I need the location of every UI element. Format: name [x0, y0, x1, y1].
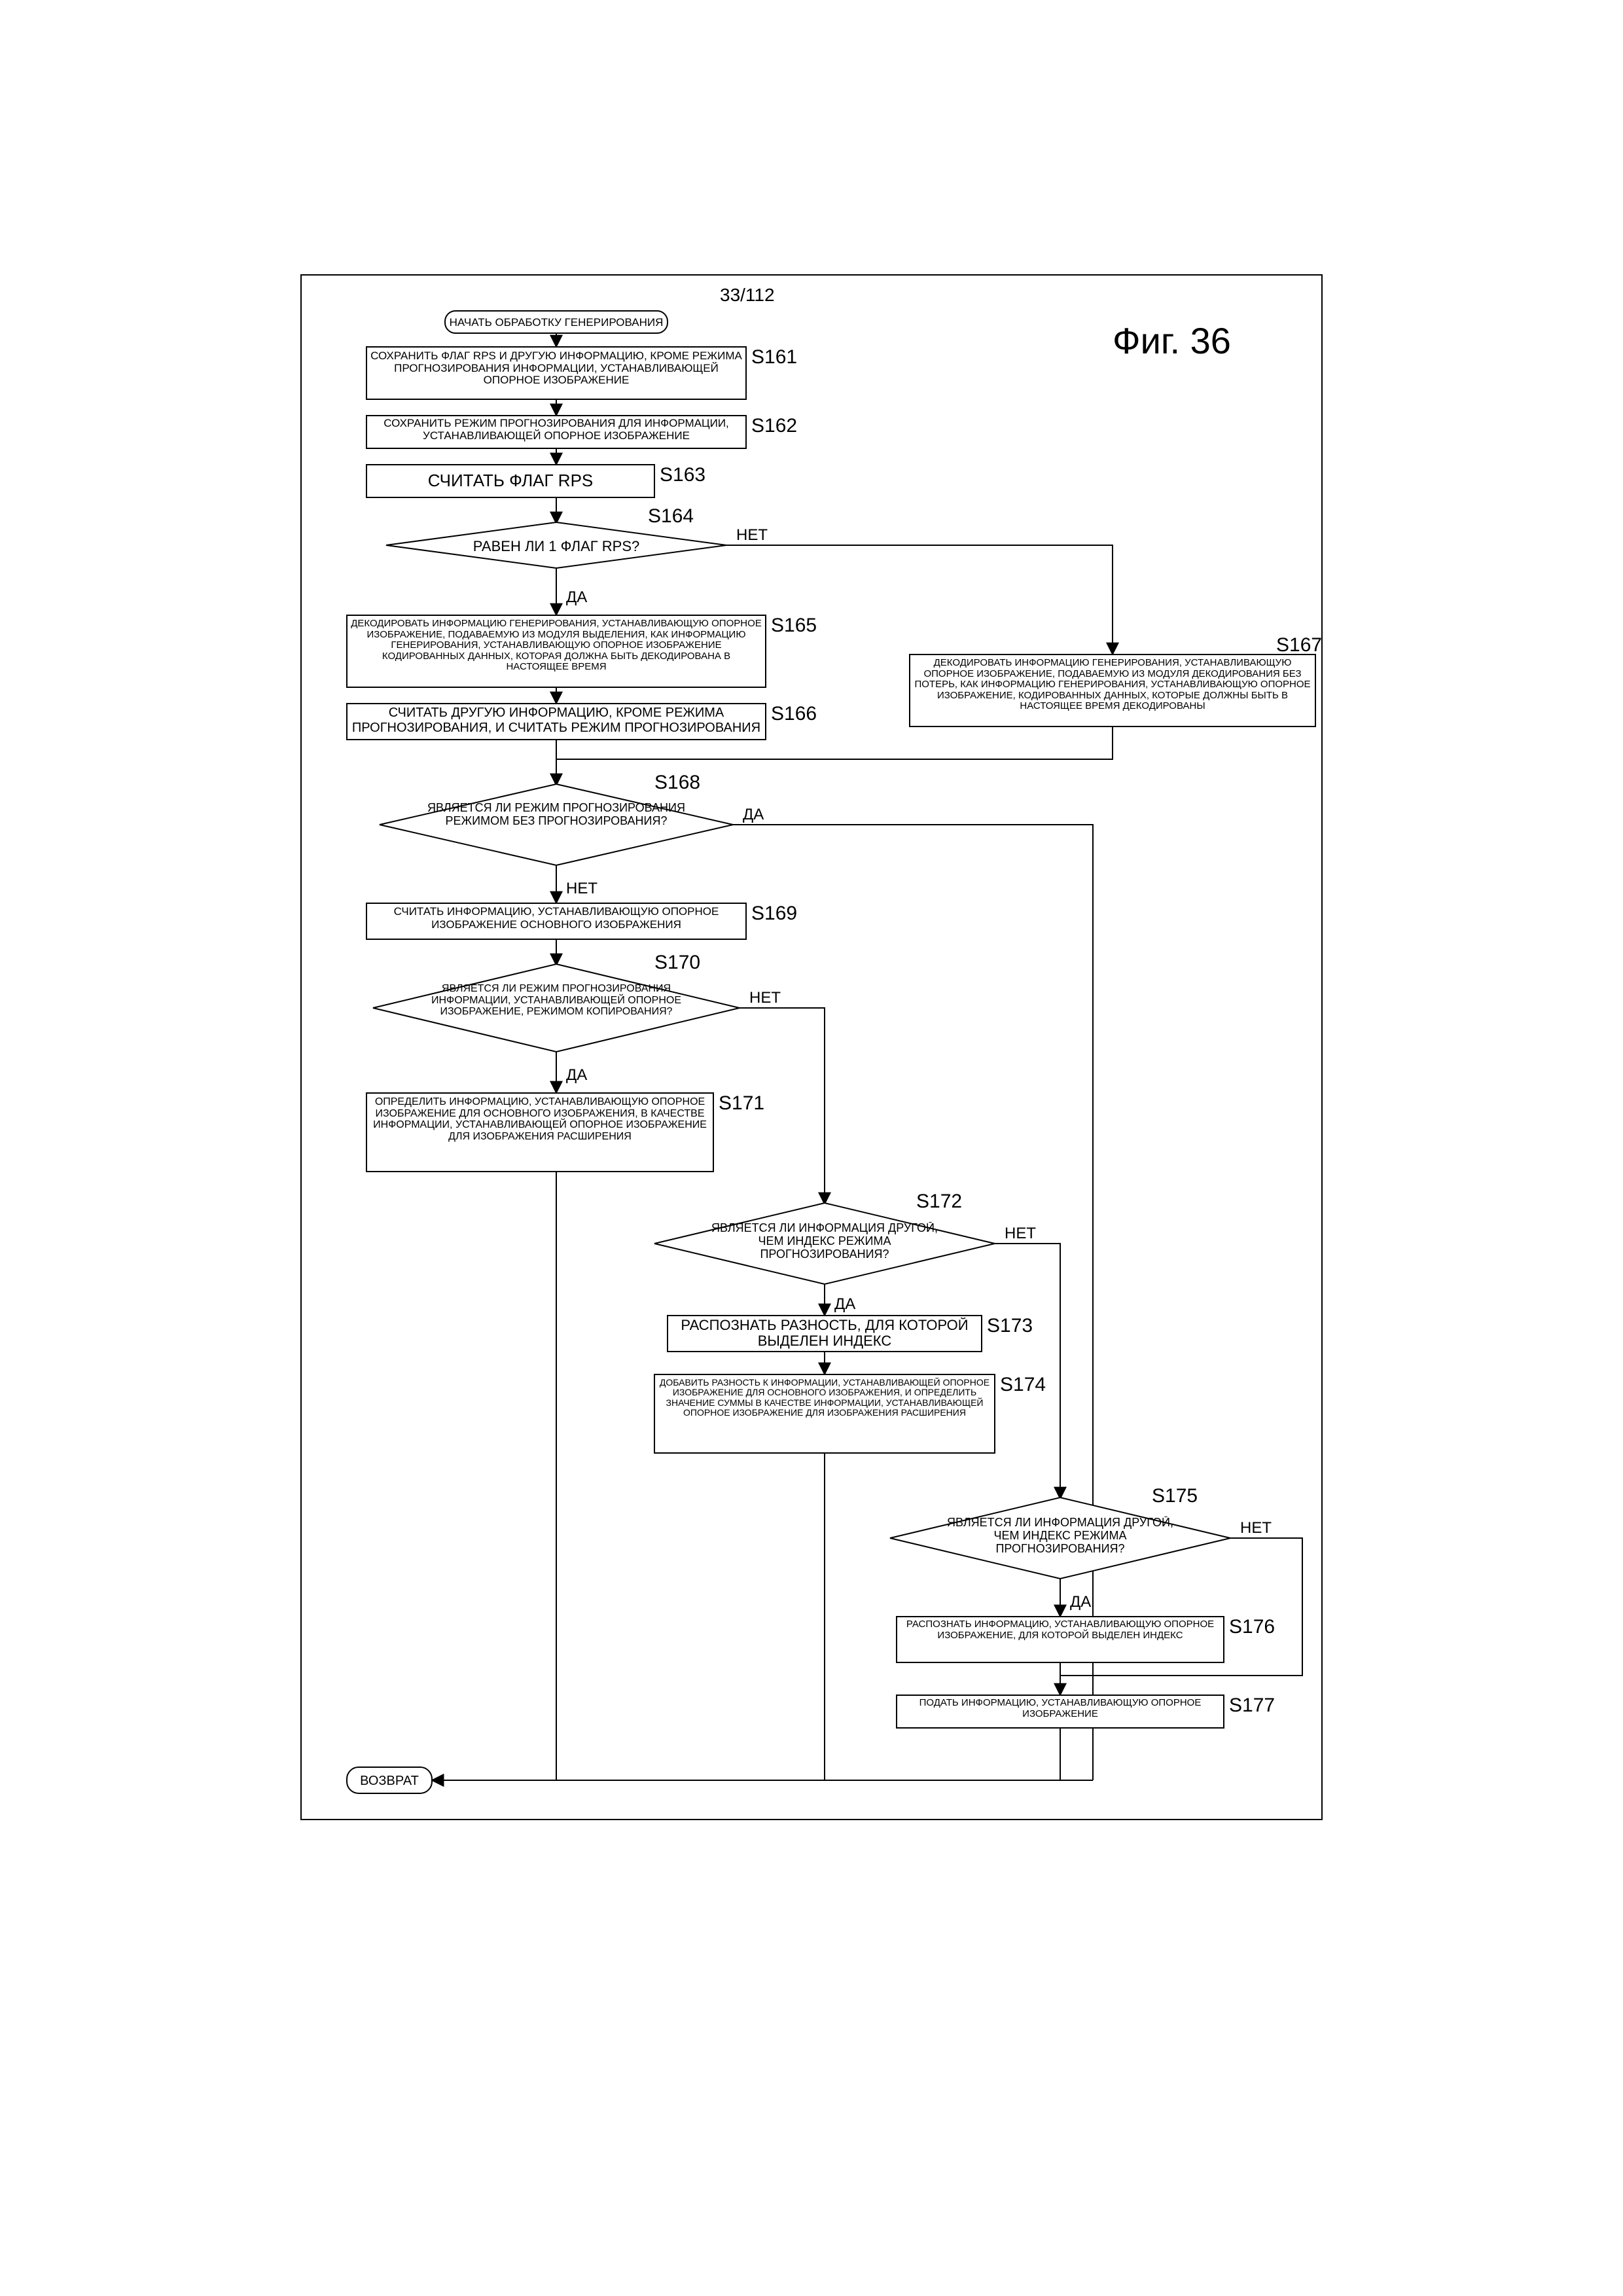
box-s169: СЧИТАТЬ ИНФОРМАЦИЮ, УСТАНАВЛИВАЮЩУЮ ОПОР…	[366, 903, 797, 939]
svg-text:ВОЗВРАТ: ВОЗВРАТ	[360, 1774, 419, 1788]
flowchart-svg: 33/112 Фиг. 36 НАЧАТЬ ОБРАБОТКУ ГЕНЕРИРО…	[0, 0, 1623, 2296]
diamond-s172: ЯВЛЯЕТСЯ ЛИ ИНФОРМАЦИЯ ДРУГОЙ, ЧЕМ ИНДЕК…	[654, 1191, 995, 1284]
page-number: 33/112	[720, 285, 775, 305]
svg-text:РАВЕН ЛИ 1 ФЛАГ RPS?: РАВЕН ЛИ 1 ФЛАГ RPS?	[473, 538, 640, 554]
svg-text:ДА: ДА	[743, 806, 764, 823]
svg-text:НЕТ: НЕТ	[1005, 1225, 1036, 1242]
diamond-s168: ЯВЛЯЕТСЯ ЛИ РЕЖИМ ПРОГНОЗИРОВАНИЯ РЕЖИМО…	[380, 772, 733, 865]
terminator-return: ВОЗВРАТ	[347, 1767, 432, 1793]
box-s171: ОПРЕДЕЛИТЬ ИНФОРМАЦИЮ, УСТАНАВЛИВАЮЩУЮ О…	[366, 1092, 764, 1172]
svg-text:S161: S161	[751, 346, 797, 368]
svg-text:НЕТ: НЕТ	[1240, 1519, 1272, 1537]
svg-text:S176: S176	[1229, 1616, 1275, 1638]
page: 33/112 Фиг. 36 НАЧАТЬ ОБРАБОТКУ ГЕНЕРИРО…	[0, 0, 1623, 2296]
svg-text:S169: S169	[751, 903, 797, 924]
svg-text:S168: S168	[654, 772, 700, 793]
svg-text:НЕТ: НЕТ	[566, 880, 597, 897]
box-s163: СЧИТАТЬ ФЛАГ RPS S163	[366, 464, 705, 497]
svg-text:S163: S163	[660, 464, 705, 486]
label-yes: ДА	[566, 588, 587, 606]
svg-text:S166: S166	[771, 703, 817, 725]
svg-text:S172: S172	[916, 1191, 962, 1212]
svg-text:S174: S174	[1000, 1374, 1046, 1395]
box-s166: СЧИТАТЬ ДРУГУЮ ИНФОРМАЦИЮ, КРОМЕ РЕЖИМА …	[347, 703, 817, 740]
svg-text:S175: S175	[1152, 1485, 1198, 1507]
svg-text:S165: S165	[771, 615, 817, 636]
svg-text:S171: S171	[719, 1092, 764, 1114]
svg-text:ДА: ДА	[834, 1295, 855, 1313]
figure-label: Фиг. 36	[1113, 320, 1231, 361]
box-s176: РАСПОЗНАТЬ ИНФОРМАЦИЮ, УСТАНАВЛИВАЮЩУЮ О…	[897, 1616, 1275, 1662]
box-s174: ДОБАВИТЬ РАЗНОСТЬ К ИНФОРМАЦИИ, УСТАНАВЛ…	[654, 1374, 1046, 1453]
svg-text:S177: S177	[1229, 1695, 1275, 1716]
svg-text:S173: S173	[987, 1315, 1033, 1336]
box-s177: ПОДАТЬ ИНФОРМАЦИЮ, УСТАНАВЛИВАЮЩУЮ ОПОРН…	[897, 1695, 1275, 1728]
box-s161: СОХРАНИТЬ ФЛАГ RPS И ДРУГУЮ ИНФОРМАЦИЮ, …	[366, 346, 797, 399]
label-no: НЕТ	[736, 526, 768, 544]
svg-text:ДА: ДА	[1070, 1593, 1091, 1611]
svg-text:S162: S162	[751, 415, 797, 437]
box-s165: ДЕКОДИРОВАТЬ ИНФОРМАЦИЮ ГЕНЕРИРОВАНИЯ, У…	[347, 615, 817, 687]
svg-text:НЕТ: НЕТ	[749, 989, 781, 1007]
svg-text:НАЧАТЬ ОБРАБОТКУ ГЕНЕРИРОВАНИЯ: НАЧАТЬ ОБРАБОТКУ ГЕНЕРИРОВАНИЯ	[450, 316, 664, 329]
terminator-start: НАЧАТЬ ОБРАБОТКУ ГЕНЕРИРОВАНИЯ	[445, 311, 668, 333]
svg-text:ДА: ДА	[566, 1066, 587, 1084]
inner-frame	[301, 275, 1322, 1820]
box-s162: СОХРАНИТЬ РЕЖИМ ПРОГНОЗИРОВАНИЯ ДЛЯ ИНФО…	[366, 415, 797, 448]
diamond-s175: ЯВЛЯЕТСЯ ЛИ ИНФОРМАЦИЯ ДРУГОЙ, ЧЕМ ИНДЕК…	[890, 1485, 1230, 1579]
diamond-s170: ЯВЛЯЕТСЯ ЛИ РЕЖИМ ПРОГНОЗИРОВАНИЯ ИНФОРМ…	[373, 952, 740, 1052]
svg-text:S164: S164	[648, 505, 694, 527]
svg-text:S170: S170	[654, 952, 700, 973]
box-s167: ДЕКОДИРОВАТЬ ИНФОРМАЦИЮ ГЕНЕРИРОВАНИЯ, У…	[910, 634, 1322, 726]
svg-text:СЧИТАТЬ ФЛАГ RPS: СЧИТАТЬ ФЛАГ RPS	[428, 471, 594, 490]
svg-text:S167: S167	[1276, 634, 1322, 656]
box-s173: РАСПОЗНАТЬ РАЗНОСТЬ, ДЛЯ КОТОРОЙ ВЫДЕЛЕН…	[668, 1315, 1033, 1352]
